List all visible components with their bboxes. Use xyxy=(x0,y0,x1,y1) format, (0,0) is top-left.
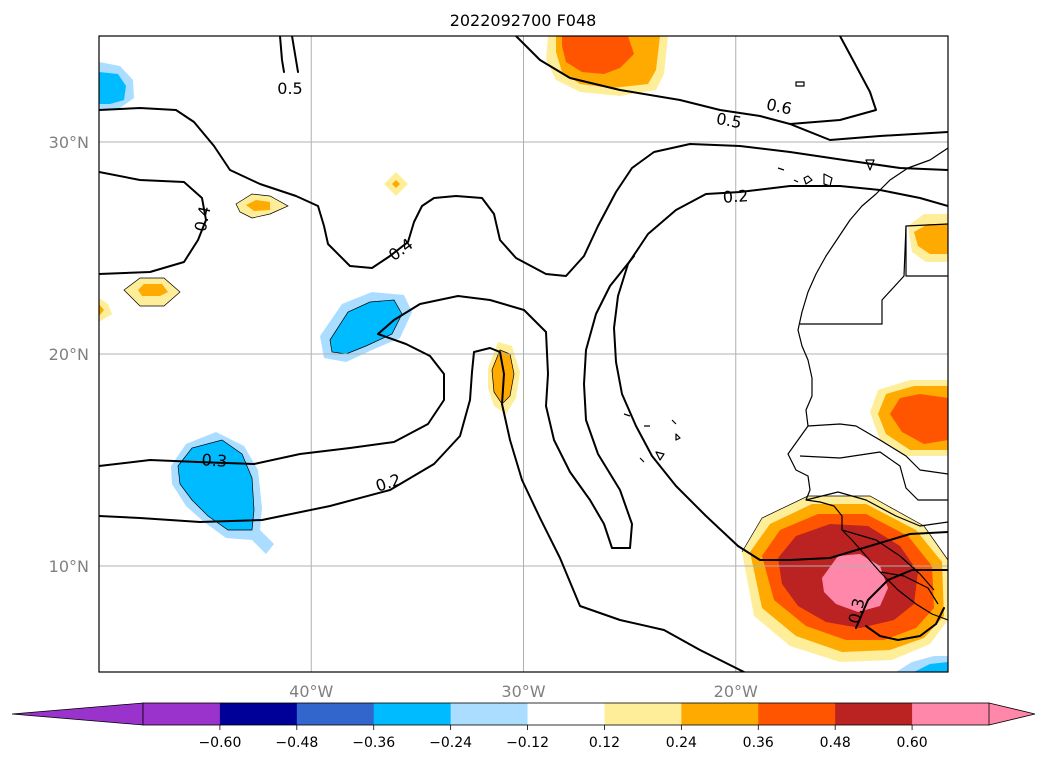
contour-02-inner xyxy=(613,185,948,547)
colorbar-frame xyxy=(142,702,990,726)
colorbar-bin xyxy=(143,703,221,725)
contour-label-1: 0.6 xyxy=(765,95,794,119)
contour-label-3: 0.4 xyxy=(191,204,215,233)
colorbar-bin xyxy=(835,703,913,725)
contour-label-8: 0.3 xyxy=(845,596,869,625)
warm-west-edge xyxy=(99,298,112,322)
warm-e-redorange xyxy=(890,394,948,444)
contour-label-6: 0.3 xyxy=(201,450,228,471)
cape-verde xyxy=(623,413,681,463)
warm-ne-orange xyxy=(914,224,948,254)
border-gambia xyxy=(799,451,948,501)
border-liberia xyxy=(879,571,939,605)
colorbar-bin xyxy=(681,703,759,725)
colorbar-tick-label: 0.48 xyxy=(820,735,851,751)
colorbar-bin xyxy=(296,703,375,725)
contour-top-loop xyxy=(515,36,791,125)
latitude-labels: 30°N 20°N 10°N xyxy=(49,133,89,576)
colorbar-tick-label: −0.48 xyxy=(275,735,318,751)
longitude-labels: 40°W 30°W 20°W xyxy=(289,682,758,701)
border-guinea xyxy=(805,491,948,527)
colorbar-tick-label: −0.12 xyxy=(506,735,549,751)
colorbar-over-extension xyxy=(988,702,1036,726)
colorbar-tick-label: 0.12 xyxy=(589,735,620,751)
contour-label-2: 0.5 xyxy=(715,109,743,132)
blue-patch-mid-inner xyxy=(330,300,402,354)
chart-title: 2022092700 F048 xyxy=(450,11,597,30)
canary-islands xyxy=(777,81,875,187)
colorbar-bin xyxy=(373,703,452,725)
colorbar-tick-label: −0.60 xyxy=(198,735,241,751)
warm-west-edge-orange xyxy=(99,304,104,316)
colorbar-bin xyxy=(604,703,682,725)
contour-03-outer xyxy=(737,531,948,561)
field-edges xyxy=(123,193,948,561)
border-senegal xyxy=(807,423,948,475)
contour-se-03 xyxy=(855,569,948,629)
colorbar-under-extension xyxy=(11,702,144,726)
lat-tick-label: 30°N xyxy=(49,133,89,152)
contour-label-7: 0.2 xyxy=(373,470,403,496)
africa-coastline xyxy=(787,147,948,621)
border-mauritania xyxy=(905,226,948,277)
contour-label-0: 0.5 xyxy=(277,79,302,98)
lat-tick-label: 20°N xyxy=(49,345,89,364)
colorbar-bin xyxy=(912,703,990,725)
border-morocco xyxy=(800,223,948,325)
contour-label-4: 0.4 xyxy=(385,234,417,264)
map-gridlines xyxy=(99,36,948,672)
contour-lower xyxy=(99,347,745,672)
colorbar-tick-label: −0.24 xyxy=(429,735,472,751)
map-frame xyxy=(98,35,949,673)
border-sierra xyxy=(841,529,935,591)
map-area: 0.5 0.6 0.5 0.4 0.4 0.2 0.3 0.2 0.3 xyxy=(99,36,948,672)
contour-top-left xyxy=(279,36,285,73)
colorbar-tick-label: 0.60 xyxy=(897,735,928,751)
colorbar-bin xyxy=(219,703,298,725)
warm-small-3-orange xyxy=(138,284,168,296)
colorbar-bin xyxy=(450,703,529,725)
blue-patch-se-corner-inner xyxy=(914,662,948,672)
warm-top-redorange xyxy=(562,36,634,74)
contour-04-main xyxy=(99,107,948,277)
lon-tick-label: 40°W xyxy=(289,682,333,701)
warm-small-1-orange xyxy=(392,180,400,188)
lon-tick-label: 20°W xyxy=(714,682,758,701)
contour-se-loop xyxy=(865,607,945,641)
lon-tick-label: 30°W xyxy=(501,682,545,701)
colorbar-bin xyxy=(758,703,836,725)
warm-small-2-orange xyxy=(246,200,270,211)
contour-label-5: 0.2 xyxy=(722,186,749,207)
blue-patch-nw-inner xyxy=(99,72,126,104)
lat-tick-label: 10°N xyxy=(49,557,89,576)
colorbar-bin xyxy=(527,703,605,725)
colorbar-tick-label: 0.36 xyxy=(743,735,774,751)
contour-lines xyxy=(99,36,948,672)
colorbar-tick-label: 0.24 xyxy=(666,735,697,751)
colorbar-tick-label: −0.36 xyxy=(352,735,395,751)
colorbar: −0.60 −0.48 −0.36 −0.24 −0.12 0.12 0.24 0.36 0.4… xyxy=(11,702,1036,751)
